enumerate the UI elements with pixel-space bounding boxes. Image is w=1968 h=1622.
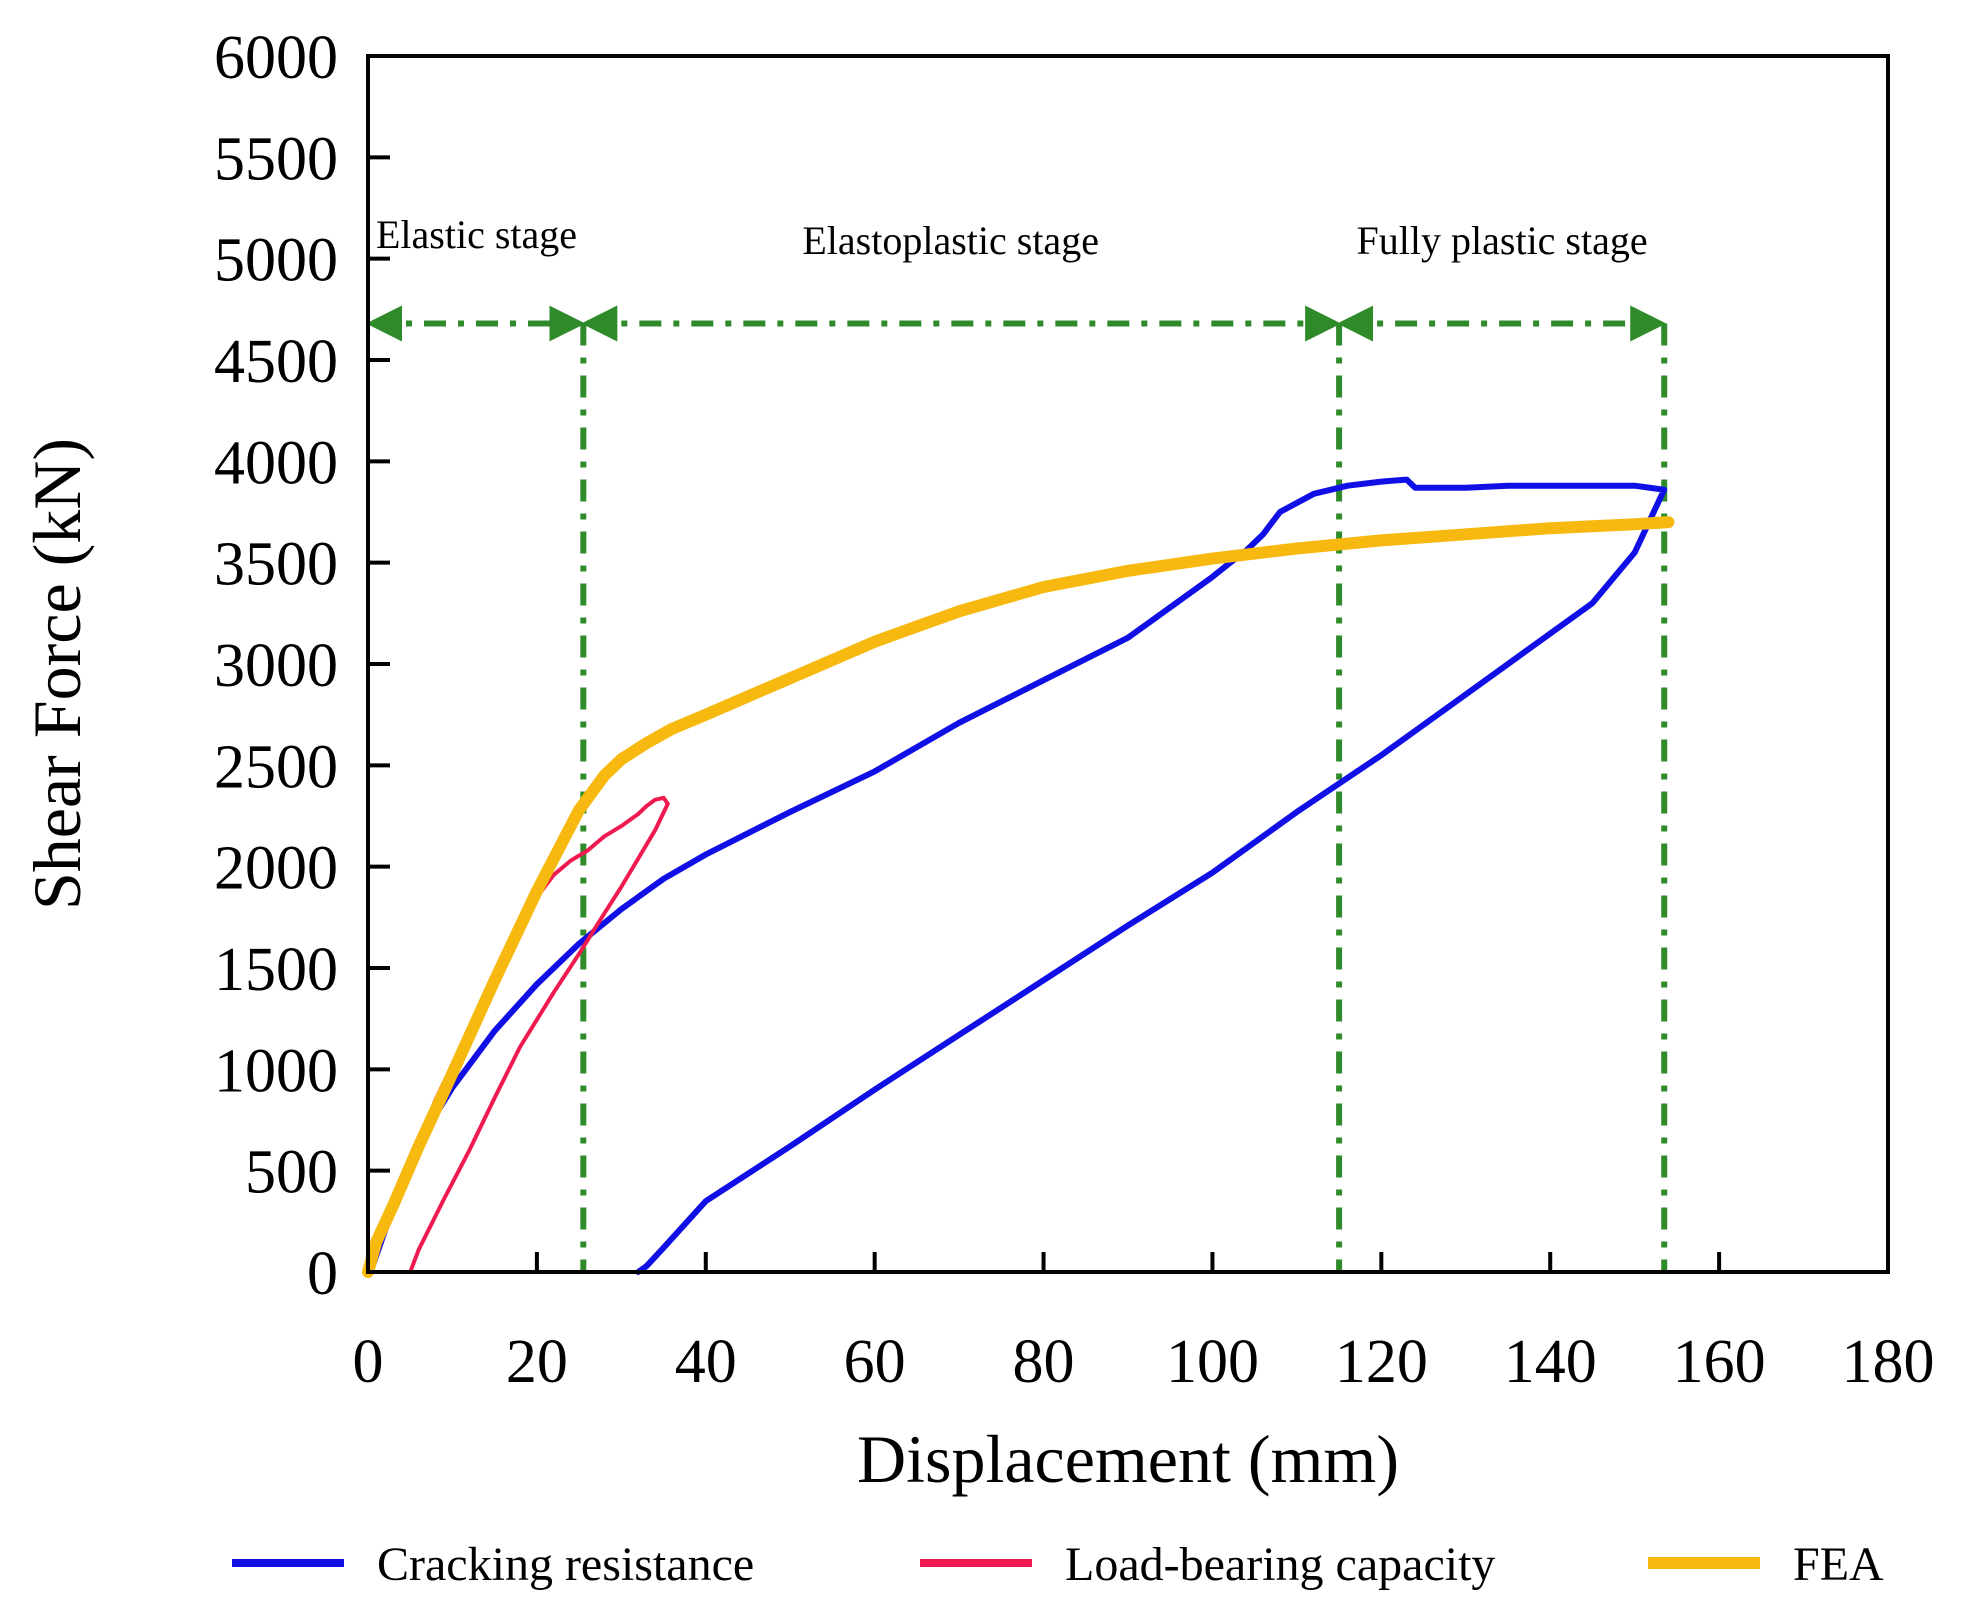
stage-label: Fully plastic stage <box>1357 218 1648 263</box>
x-tick-label: 60 <box>844 1328 906 1396</box>
series-line-load-bearing-capacity <box>368 795 670 1274</box>
series-line-fea <box>362 516 1675 1278</box>
y-tick-label: 1500 <box>214 936 338 1004</box>
y-tick-label: 2000 <box>214 835 338 903</box>
x-tick-label: 0 <box>353 1328 384 1396</box>
legend-label-fea: FEA <box>1793 1538 1884 1591</box>
series-line-cracking-resistance <box>367 476 1668 1275</box>
y-tick-label: 5000 <box>214 227 338 295</box>
x-tick-label: 120 <box>1335 1328 1428 1396</box>
y-tick-label: 2500 <box>214 733 338 801</box>
legend: Cracking resistance Load-bearing capacit… <box>232 1538 1884 1591</box>
x-tick-label: 140 <box>1504 1328 1597 1396</box>
x-tick-label: 180 <box>1842 1328 1935 1396</box>
stage-label: Elastic stage <box>376 212 577 257</box>
legend-label-cracking-resistance: Cracking resistance <box>377 1538 754 1591</box>
y-tick-label: 5500 <box>214 125 338 193</box>
x-axis-title: Displacement (mm) <box>857 1421 1399 1497</box>
stage-markers: Elastic stage Elastoplastic stage Fully pl… <box>366 212 1668 1272</box>
x-tick-label: 20 <box>506 1328 568 1396</box>
y-tick-label: 3000 <box>214 632 338 700</box>
legend-label-load-bearing-capacity: Load-bearing capacity <box>1065 1538 1495 1591</box>
y-tick-label: 4000 <box>214 429 338 497</box>
y-tick-label: 3500 <box>214 531 338 599</box>
x-tick-label: 40 <box>675 1328 737 1396</box>
x-tick-label: 160 <box>1673 1328 1766 1396</box>
stage-label: Elastoplastic stage <box>802 218 1099 263</box>
y-tick-label: 1000 <box>214 1037 338 1105</box>
x-tick-label: 80 <box>1013 1328 1075 1396</box>
y-axis-title: Shear Force (kN) <box>19 438 95 910</box>
plot-area-frame <box>366 54 1890 1274</box>
axes: 0 20 40 60 80 100 120 140 160 180 0 500 1000 1500 2000… <box>214 24 1935 1396</box>
y-tick-label: 0 <box>307 1240 338 1308</box>
y-tick-label: 6000 <box>214 24 338 92</box>
data-series <box>362 476 1675 1278</box>
y-tick-label: 4500 <box>214 328 338 396</box>
y-tick-label: 500 <box>245 1139 338 1207</box>
x-tick-label: 100 <box>1166 1328 1259 1396</box>
